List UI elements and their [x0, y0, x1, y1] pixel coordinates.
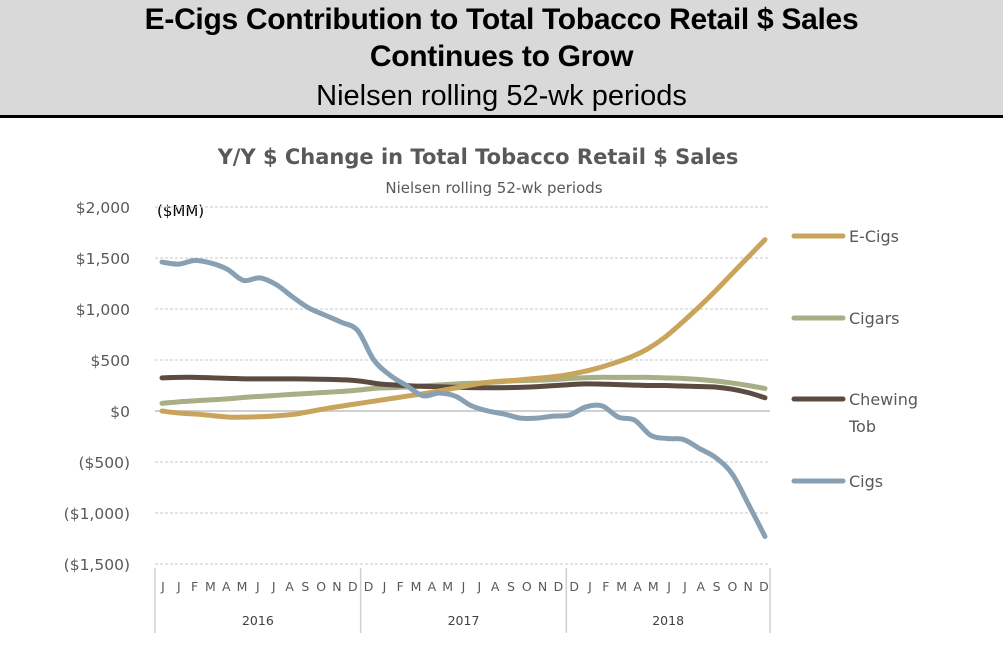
x-year-label: 2016 — [242, 613, 274, 628]
x-month-label: D — [759, 579, 769, 594]
x-month-label: J — [682, 579, 687, 594]
series-line-cigars — [159, 374, 768, 406]
series-line-cigs — [159, 258, 768, 539]
x-month-label: N — [538, 579, 547, 594]
legend-label: Cigs — [849, 472, 883, 491]
x-month-label: O — [522, 579, 532, 594]
x-month-label: S — [507, 579, 515, 594]
x-month-label: J — [587, 579, 592, 594]
legend-item: Chewing Tob — [791, 390, 918, 436]
legend-item: Cigars — [791, 309, 900, 328]
legend-label: E-Cigs — [849, 227, 899, 246]
x-month-label: O — [316, 579, 326, 594]
y-tick-label: ($1,500) — [64, 556, 130, 574]
x-month-label: D — [364, 579, 374, 594]
x-year-label: 2017 — [448, 613, 480, 628]
legend-item: E-Cigs — [791, 227, 899, 246]
x-month-label: J — [382, 579, 387, 594]
y-tick-label: $2,000 — [76, 199, 130, 217]
x-month-label: J — [666, 579, 671, 594]
series-line-e-cigs — [159, 237, 768, 420]
x-month-label: M — [648, 579, 659, 594]
x-month-label: J — [461, 579, 466, 594]
slide-subtitle: Nielsen rolling 52-wk periods — [316, 80, 687, 112]
legend-label: Cigars — [849, 309, 900, 328]
x-month-label: D — [348, 579, 358, 594]
y-tick-label: $500 — [91, 352, 130, 370]
y-axis: $2,000 $1,500 $1,000 $500 $0 ($500) ($1,000) ($… — [64, 199, 130, 574]
x-month-label: F — [602, 579, 609, 594]
x-month-label: A — [633, 579, 642, 594]
x-month-label: A — [696, 579, 705, 594]
legend-label-line2: Tob — [848, 417, 876, 436]
chart-title: Y/Y $ Change in Total Tobacco Retail $ S… — [217, 145, 739, 169]
legend-label: Chewing — [849, 390, 918, 409]
y-tick-label: ($1,000) — [64, 505, 130, 523]
x-month-label: M — [237, 579, 248, 594]
legend: E-Cigs Cigars Chewing Tob Cigs — [791, 227, 918, 491]
line-chart: Y/Y $ Change in Total Tobacco Retail $ S… — [64, 145, 918, 633]
x-month-label: J — [255, 579, 260, 594]
unit-label: ($MM) — [157, 202, 204, 220]
x-month-label: M — [205, 579, 216, 594]
series-lines — [159, 237, 768, 539]
slide-title-line1: E-Cigs Contribution to Total Tobacco Ret… — [144, 3, 859, 36]
x-month-label: N — [744, 579, 753, 594]
x-month-label: A — [491, 579, 500, 594]
x-month-label: S — [713, 579, 721, 594]
x-month-label: D — [554, 579, 564, 594]
x-month-label: D — [569, 579, 579, 594]
y-tick-label: $1,500 — [76, 250, 130, 268]
x-month-label: M — [442, 579, 453, 594]
x-month-label: J — [476, 579, 481, 594]
x-month-label: J — [160, 579, 165, 594]
x-month-label: A — [222, 579, 231, 594]
x-month-label: F — [191, 579, 198, 594]
x-month-label: A — [428, 579, 437, 594]
x-month-label: N — [332, 579, 341, 594]
x-month-label: F — [397, 579, 404, 594]
slide-title-line2: Continues to Grow — [369, 40, 634, 73]
gridlines — [155, 206, 770, 565]
x-year-label: 2018 — [652, 613, 684, 628]
x-month-label: J — [176, 579, 181, 594]
x-month-label: M — [616, 579, 627, 594]
y-tick-label: $0 — [110, 403, 130, 421]
slide-header: E-Cigs Contribution to Total Tobacco Ret… — [0, 0, 1003, 115]
x-month-label: O — [727, 579, 737, 594]
y-tick-label: ($500) — [78, 454, 130, 472]
x-month-label: A — [285, 579, 294, 594]
x-month-label: M — [411, 579, 422, 594]
legend-item: Cigs — [791, 472, 883, 491]
y-tick-label: $1,000 — [76, 301, 130, 319]
header-divider — [0, 115, 1003, 118]
x-axis: J J F M A M J J A S O N D D J F M A M J J A S O N D D J F M A M J J A S O N D2… — [154, 568, 771, 633]
x-month-label: J — [271, 579, 276, 594]
x-month-label: S — [301, 579, 309, 594]
chart-subtitle: Nielsen rolling 52-wk periods — [385, 179, 602, 197]
